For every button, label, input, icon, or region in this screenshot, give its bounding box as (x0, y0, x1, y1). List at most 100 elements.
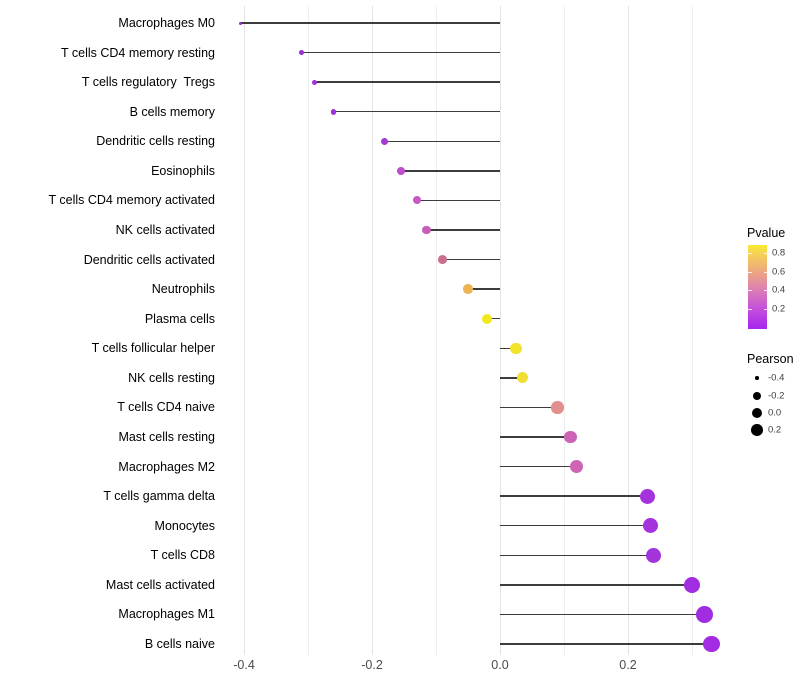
gridline-minor (307, 6, 309, 655)
lollipop-dot (642, 518, 658, 534)
gridline-major (499, 6, 501, 655)
pearson-legend-label: 0.0 (768, 407, 782, 419)
lollipop-stem (442, 258, 500, 261)
lollipop-stem (500, 643, 712, 645)
lollipop-dot (564, 430, 577, 444)
category-label: Mast cells activated (105, 577, 215, 592)
legend-pearson-title: Pearson (747, 352, 794, 366)
lollipop-stem (468, 288, 500, 290)
colorbar-tick-mark (748, 253, 752, 254)
colorbar-tick-mark (748, 309, 752, 310)
lollipop-stem (500, 465, 577, 468)
colorbar-tick-mark (763, 272, 767, 273)
lollipop-stem (500, 584, 692, 586)
lollipop-dot (299, 50, 304, 55)
category-label: B cells naive (144, 636, 215, 651)
category-label: T cells CD4 memory resting (61, 45, 215, 60)
gridline-minor (563, 6, 565, 655)
category-label: Macrophages M1 (118, 607, 215, 622)
pvalue-colorbar (748, 245, 767, 329)
lollipop-stem (500, 377, 523, 379)
category-label: Eosinophils (151, 163, 215, 178)
x-tick-label: -0.4 (233, 658, 255, 672)
x-tick-label: -0.2 (361, 658, 383, 672)
gridline-minor (691, 6, 693, 655)
lollipop-dot (482, 313, 493, 324)
lollipop-stem (416, 199, 500, 202)
lollipop-stem (500, 613, 705, 616)
colorbar-tick-mark (763, 290, 767, 291)
colorbar-tick-mark (748, 272, 752, 273)
category-label: Macrophages M2 (118, 459, 215, 474)
category-label: T cells CD4 memory activated (48, 193, 216, 208)
lollipop-dot (422, 225, 431, 235)
lollipop-dot (463, 284, 473, 294)
pearson-legend-label: -0.4 (768, 372, 785, 384)
colorbar-tick-label: 0.2 (772, 303, 786, 315)
category-label: Neutrophils (151, 282, 215, 297)
gridline-major (243, 6, 245, 655)
lollipop-stem (500, 525, 651, 527)
lollipop-dot (639, 488, 655, 504)
category-label: Plasma cells (144, 311, 215, 326)
category-label: Dendritic cells activated (83, 252, 215, 267)
gridline-major (627, 6, 629, 655)
category-label: T cells CD8 (150, 548, 215, 563)
colorbar-tick-mark (748, 290, 752, 291)
category-label: Macrophages M0 (118, 16, 215, 30)
pearson-legend-label: 0.2 (768, 424, 782, 436)
lollipop-dot (396, 167, 405, 175)
category-label: Monocytes (154, 518, 215, 533)
lollipop-stem (500, 436, 571, 438)
lollipop-dot (311, 79, 317, 85)
pearson-legend-dot (752, 391, 762, 401)
category-label: B cells memory (129, 104, 215, 119)
lollipop-stem (426, 229, 500, 231)
lollipop-stem (500, 554, 654, 556)
lollipop-dot (683, 576, 701, 593)
legend-pvalue: Pvalue 0.8 0.6 0.4 0.2 (747, 226, 800, 329)
legend-pearson: Pearson -0.4 -0.2 0.0 0.2 (747, 352, 800, 436)
lollipop-stem (384, 140, 500, 142)
colorbar-tick-label: 0.4 (772, 284, 786, 296)
lollipop-stem (500, 347, 516, 349)
lollipop-stem (500, 406, 558, 409)
pearson-legend-dot (755, 376, 759, 380)
lollipop-dot (696, 606, 714, 623)
category-label: T cells regulatory Tregs (81, 75, 215, 90)
lollipop-stem (500, 495, 648, 497)
legend-pvalue-title: Pvalue (747, 226, 786, 240)
lollipop-dot (516, 372, 529, 384)
gridline-minor (435, 6, 437, 655)
category-label: T cells follicular helper (91, 341, 215, 356)
category-label: NK cells resting (128, 370, 215, 385)
pearson-legend-dot (751, 424, 763, 436)
colorbar-tick-mark (763, 309, 767, 310)
lollipop-dot (381, 137, 389, 145)
category-label: NK cells activated (115, 222, 215, 237)
lollipop-stem (314, 81, 500, 83)
lollipop-dot (330, 108, 337, 115)
x-tick-label: 0.0 (491, 658, 509, 672)
lollipop-dot (437, 255, 447, 264)
lollipop-dot (646, 547, 662, 563)
lollipop-stem (301, 51, 500, 54)
lollipop-dot (412, 196, 421, 205)
lollipop-stem (333, 111, 500, 113)
colorbar-tick-label: 0.8 (772, 247, 786, 259)
lollipop-dot (570, 460, 584, 473)
category-label: Dendritic cells resting (96, 134, 215, 149)
category-label: Mast cells resting (118, 429, 215, 444)
pearson-legend-dot (752, 408, 762, 418)
category-label: T cells gamma delta (103, 489, 215, 504)
lollipop-dot (239, 21, 243, 25)
lollipop-stem (240, 22, 500, 24)
lollipop-dot (510, 342, 522, 354)
category-label: T cells CD4 naive (117, 400, 215, 415)
colorbar-tick-label: 0.6 (772, 266, 786, 278)
lollipop-stem (487, 318, 500, 320)
gridline-major (371, 6, 373, 655)
lollipop-dot (551, 401, 564, 414)
x-tick-label: 0.2 (619, 658, 637, 672)
